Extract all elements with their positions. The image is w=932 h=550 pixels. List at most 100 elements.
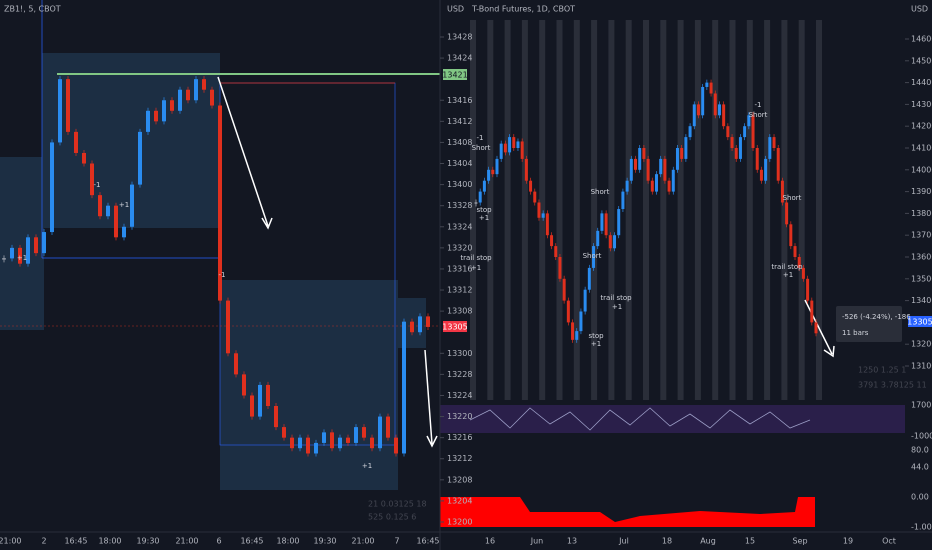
candle: [617, 209, 621, 236]
candle: [178, 89, 182, 111]
candle: [512, 137, 516, 148]
price-tick-label: 13212: [447, 454, 472, 463]
candle: [482, 180, 486, 192]
candle: [646, 158, 650, 181]
candle: [410, 321, 414, 333]
candle: [529, 180, 533, 192]
session-stripe: [816, 20, 822, 400]
time-label: 19:30: [136, 537, 159, 546]
candle: [579, 311, 583, 332]
order-annotation: Short: [749, 111, 768, 119]
candle: [258, 384, 262, 417]
order-annotation: Short: [783, 194, 802, 202]
candle: [426, 316, 430, 327]
candle: [106, 205, 110, 217]
price-tick-label: 13100: [911, 362, 932, 371]
candle: [370, 437, 374, 449]
price-tick-label: 13208: [447, 475, 472, 484]
candle: [250, 395, 254, 417]
candle: [571, 322, 575, 340]
candle: [747, 115, 751, 127]
candle: [759, 169, 763, 181]
candle: [402, 321, 406, 454]
candle: [234, 353, 238, 375]
candle: [162, 100, 166, 122]
session-stripe: [556, 20, 563, 400]
candle: [346, 437, 350, 443]
candle: [478, 191, 482, 203]
range-box: [220, 280, 398, 490]
price-tick-label: 13320: [447, 243, 472, 252]
price-tick-label: 14000: [911, 165, 932, 174]
candle: [583, 289, 587, 312]
candle: [604, 213, 608, 236]
time-label: 16:45: [416, 537, 439, 546]
price-tick-label: 13324: [447, 222, 472, 231]
candle: [764, 158, 768, 181]
candle: [642, 148, 646, 159]
candle: [186, 89, 190, 101]
currency: USD: [447, 5, 464, 14]
candle: [508, 137, 512, 153]
stats: 21 0.03125 18: [368, 500, 427, 509]
candle: [705, 82, 709, 87]
candle: [566, 300, 570, 323]
candle: [82, 152, 86, 164]
candle: [226, 300, 230, 354]
candle: [242, 374, 246, 396]
stats: 3791 3.78125 11: [858, 381, 927, 390]
candle: [621, 191, 625, 210]
candle: [738, 137, 742, 159]
marker-price: 13421: [442, 71, 467, 80]
order-annotation: trail stop: [600, 294, 632, 302]
candle: [74, 131, 78, 153]
candle: [638, 148, 642, 170]
order-annotation: +1: [119, 201, 129, 209]
measure-box: [836, 306, 902, 342]
price-tick-label: 13204: [447, 496, 472, 505]
order-annotation: trail stop: [460, 254, 492, 262]
price-tick-label: 13600: [911, 253, 932, 262]
currency: USD: [911, 5, 928, 14]
price-tick-label: 13328: [447, 201, 472, 210]
session-stripe: [521, 20, 528, 400]
indicator-label: 44.0: [911, 463, 929, 472]
time-label: 2: [41, 537, 46, 546]
order-annotation: stop: [476, 206, 492, 214]
candle: [743, 126, 747, 138]
date-label: 19: [843, 537, 853, 546]
price-tick-label: 13216: [447, 433, 472, 442]
candle: [650, 180, 654, 192]
price-tick-label: 13404: [447, 159, 472, 168]
candle: [362, 427, 366, 438]
last-price: 13305: [442, 323, 467, 332]
chart-title: ZB1!, 5, CBOT: [4, 5, 61, 14]
candle: [154, 110, 158, 122]
price-tick-label: 13428: [447, 32, 472, 41]
session-stripe: [694, 20, 701, 400]
candle: [266, 384, 270, 407]
candle: [600, 213, 604, 231]
candle: [709, 82, 713, 94]
indicator-label: -1.00: [911, 523, 932, 532]
session-stripe: [660, 20, 667, 400]
candle: [66, 79, 70, 132]
date-label: Aug: [700, 537, 716, 546]
measure-bars: 11 bars: [842, 329, 869, 337]
candle: [354, 427, 358, 443]
candle: [776, 148, 780, 181]
date-label: Oct: [882, 537, 896, 546]
order-annotation: trail stop: [771, 263, 803, 271]
order-annotation: -1: [755, 101, 762, 109]
candle: [537, 202, 541, 218]
candle: [10, 247, 14, 259]
price-tick-label: 13200: [911, 340, 932, 349]
candle: [692, 104, 696, 127]
candle: [675, 148, 679, 170]
time-label: 21:00: [175, 537, 198, 546]
price-tick-label: 13300: [447, 349, 472, 358]
session-stripe: [712, 20, 719, 400]
candle: [608, 235, 612, 249]
indicator-label: -10000: [911, 432, 932, 441]
session-stripe: [781, 20, 788, 400]
